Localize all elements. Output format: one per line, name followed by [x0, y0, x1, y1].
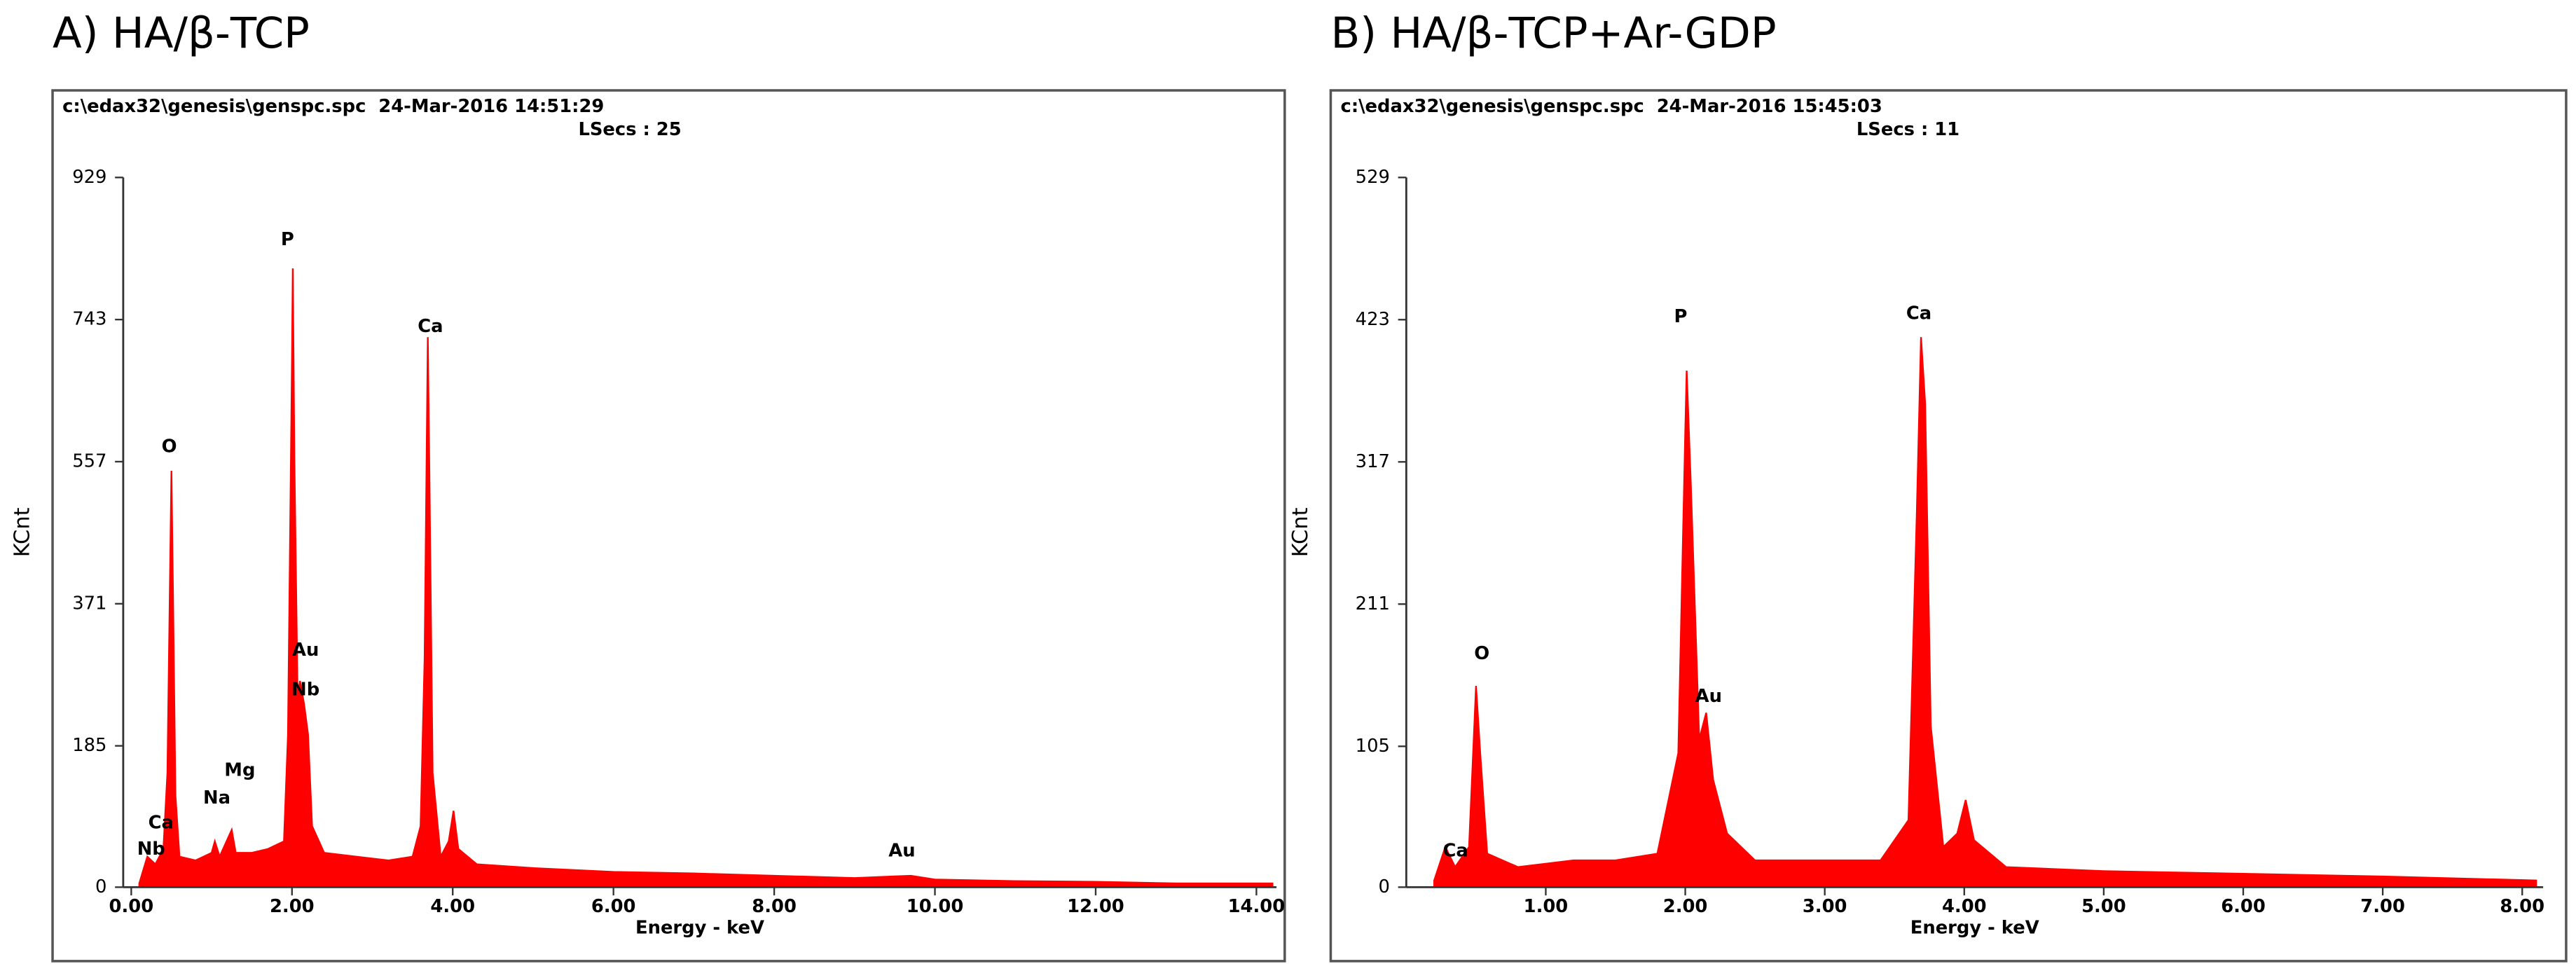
- y-tick-label: 105: [1356, 736, 1390, 757]
- peak-label: Ca: [418, 316, 443, 337]
- x-tick-label: 0.00: [109, 896, 154, 917]
- peak-label: Ca: [149, 812, 174, 833]
- x-tick-label: 14.00: [1228, 896, 1286, 917]
- y-tick-label: 211: [1356, 593, 1390, 614]
- y-axis-label: KCnt: [1288, 507, 1313, 557]
- peak-label: O: [1474, 643, 1489, 664]
- y-tick-label: 0: [95, 876, 106, 897]
- header-text: c:\edax32\genesis\genspc.spc 24-Mar-2016…: [62, 96, 604, 117]
- y-tick-label: 423: [1356, 309, 1390, 330]
- x-axis-label: Energy - keV: [1910, 917, 2039, 938]
- peak-label: Na: [203, 787, 230, 808]
- peak-label: Au: [1695, 686, 1722, 707]
- y-tick-label: 317: [1356, 451, 1390, 472]
- x-tick-label: 6.00: [2221, 896, 2266, 917]
- y-tick-label: 529: [1356, 167, 1390, 188]
- spectrum-area: [138, 268, 1274, 888]
- x-axis-label: Energy - keV: [635, 917, 764, 938]
- x-tick-label: 3.00: [1803, 896, 1847, 917]
- y-tick-label: 371: [72, 593, 106, 614]
- peak-label: Nb: [291, 679, 319, 700]
- header-text: c:\edax32\genesis\genspc.spc 24-Mar-2016…: [1341, 96, 1882, 117]
- x-tick-label: 4.00: [430, 896, 475, 917]
- peak-label: Mg: [224, 759, 255, 780]
- x-tick-label: 2.00: [1663, 896, 1708, 917]
- x-tick-label: 2.00: [270, 896, 315, 917]
- peak-label: P: [1674, 306, 1688, 327]
- x-tick-label: 5.00: [2081, 896, 2126, 917]
- y-tick-label: 929: [72, 167, 106, 188]
- x-tick-label: 10.00: [907, 896, 964, 917]
- peak-label: Ca: [1443, 840, 1468, 861]
- panel-frame: [51, 89, 1286, 963]
- x-tick-label: 12.00: [1067, 896, 1124, 917]
- x-tick-label: 8.00: [2500, 896, 2544, 917]
- peak-label: Au: [292, 640, 319, 661]
- y-tick-label: 557: [72, 450, 106, 471]
- x-tick-label: 1.00: [1524, 896, 1569, 917]
- x-tick-label: 8.00: [752, 896, 797, 917]
- y-tick-label: 185: [72, 735, 106, 756]
- y-tick-label: 743: [72, 309, 106, 330]
- x-tick-label: 6.00: [591, 896, 636, 917]
- header-note: LSecs : 25: [578, 119, 681, 140]
- y-axis-label: KCnt: [10, 507, 34, 557]
- y-tick-label: 0: [1378, 876, 1389, 897]
- header-note: LSecs : 11: [1857, 119, 1959, 140]
- peak-label: O: [162, 436, 177, 457]
- panel-title: A) HA/β-TCP: [53, 8, 310, 58]
- peak-label: Au: [888, 840, 915, 861]
- peak-label: P: [281, 229, 294, 250]
- spectrum-area: [1433, 337, 2537, 888]
- panel-frame: [1329, 89, 2568, 963]
- x-tick-label: 7.00: [2360, 896, 2405, 917]
- x-tick-label: 4.00: [1942, 896, 1987, 917]
- peak-label: Nb: [137, 839, 165, 860]
- peak-label: Ca: [1906, 303, 1931, 324]
- panel-title: B) HA/β-TCP+Ar-GDP: [1330, 8, 1776, 58]
